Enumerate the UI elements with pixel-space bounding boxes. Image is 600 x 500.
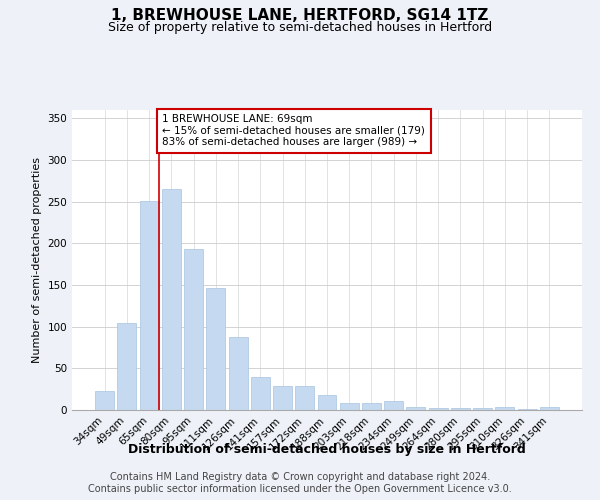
Bar	[162, 189, 181, 410]
Bar	[496, 406, 514, 410]
Bar	[362, 402, 381, 410]
Bar	[251, 376, 270, 410]
Bar	[206, 288, 225, 410]
Bar	[95, 391, 114, 410]
Bar	[184, 249, 203, 410]
Text: Contains HM Land Registry data © Crown copyright and database right 2024.: Contains HM Land Registry data © Crown c…	[110, 472, 490, 482]
Bar	[451, 408, 470, 410]
Text: Contains public sector information licensed under the Open Government Licence v3: Contains public sector information licen…	[88, 484, 512, 494]
Bar	[140, 201, 158, 410]
Y-axis label: Number of semi-detached properties: Number of semi-detached properties	[32, 157, 42, 363]
Bar	[473, 408, 492, 410]
Bar	[295, 386, 314, 410]
Text: 1, BREWHOUSE LANE, HERTFORD, SG14 1TZ: 1, BREWHOUSE LANE, HERTFORD, SG14 1TZ	[112, 8, 488, 22]
Text: 1 BREWHOUSE LANE: 69sqm
← 15% of semi-detached houses are smaller (179)
83% of s: 1 BREWHOUSE LANE: 69sqm ← 15% of semi-de…	[163, 114, 425, 148]
Bar	[273, 386, 292, 410]
Text: Distribution of semi-detached houses by size in Hertford: Distribution of semi-detached houses by …	[128, 442, 526, 456]
Bar	[118, 324, 136, 410]
Bar	[384, 401, 403, 410]
Bar	[317, 395, 337, 410]
Bar	[340, 402, 359, 410]
Bar	[406, 406, 425, 410]
Bar	[518, 409, 536, 410]
Bar	[229, 336, 248, 410]
Bar	[540, 406, 559, 410]
Bar	[429, 408, 448, 410]
Text: Size of property relative to semi-detached houses in Hertford: Size of property relative to semi-detach…	[108, 21, 492, 34]
